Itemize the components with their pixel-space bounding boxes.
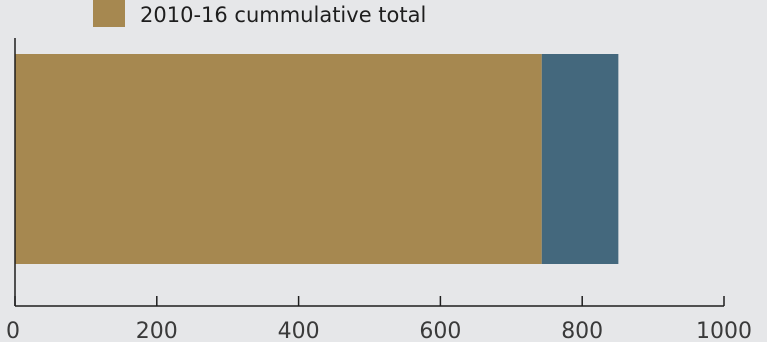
x-tick-label-800: 800 [561,319,603,342]
x-tick-label-200: 200 [136,319,178,342]
legend: 2010-16 cummulative total [93,0,426,27]
bar-segment-2 [541,54,619,264]
bars [15,54,619,264]
x-tick-label-0: 0 [6,319,20,342]
x-tick-label-400: 400 [278,319,320,342]
bar-segment-1 [15,54,542,264]
x-tick-label-1000: 1000 [696,319,752,342]
legend-swatch-cumulative [93,0,125,27]
x-axis-ticks: 0 200 400 600 800 1000 [6,296,752,342]
legend-label-cumulative: 2010-16 cummulative total [140,3,426,27]
x-tick-label-600: 600 [419,319,461,342]
